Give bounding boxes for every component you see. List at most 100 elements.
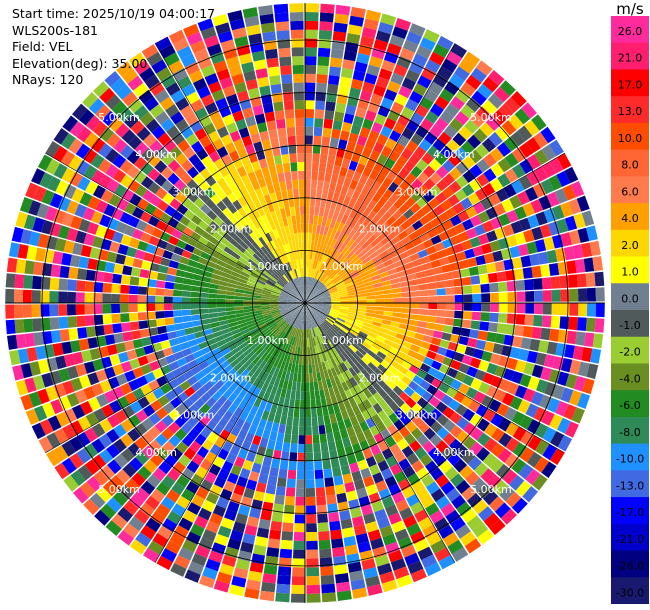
velocity-gate [151,125,166,140]
velocity-gate [218,343,229,352]
velocity-gate [557,435,573,452]
velocity-gate [315,100,326,110]
velocity-gate [272,395,280,406]
velocity-gate [433,242,445,252]
velocity-gate [497,448,512,463]
velocity-gate [388,550,403,563]
velocity-gate [256,279,266,286]
velocity-gate [78,109,95,126]
velocity-gate [229,18,245,31]
velocity-gate [162,192,175,205]
velocity-gate [6,257,18,273]
velocity-gate [472,303,482,312]
velocity-gate [296,277,301,287]
velocity-gate [271,310,280,314]
velocity-gate [251,329,261,337]
velocity-gate [399,191,411,203]
velocity-gate [251,416,261,427]
velocity-gate [276,432,285,443]
velocity-gate [106,444,120,459]
velocity-gate [150,488,166,503]
velocity-gate [466,257,478,268]
velocity-gate [321,322,329,331]
velocity-gate [255,68,268,79]
velocity-gate [170,89,185,104]
velocity-gate [314,251,319,261]
velocity-gate [306,532,318,542]
velocity-gate [169,532,185,547]
velocity-gate [417,249,429,259]
velocity-gate [134,437,148,451]
velocity-gate [242,107,254,119]
velocity-gate [194,127,208,141]
velocity-gate [483,153,497,168]
velocity-gate [106,179,120,193]
velocity-gate [181,409,193,422]
velocity-gate [127,75,144,91]
velocity-gate [347,312,357,317]
velocity-gate [172,67,188,82]
velocity-gate [509,194,522,209]
velocity-gate [181,347,193,357]
velocity-gate [66,227,79,242]
velocity-gate [243,70,257,82]
velocity-gate [61,457,77,474]
velocity-gate [348,132,359,144]
velocity-gate [292,309,300,317]
velocity-gate [456,344,467,354]
velocity-gate [305,329,307,339]
velocity-gate [471,90,487,106]
velocity-gate [412,220,423,231]
velocity-gate [233,567,249,579]
velocity-gate [160,383,172,395]
velocity-gate [325,255,332,265]
velocity-gate [472,293,482,303]
velocity-gate [354,451,365,463]
velocity-gate [208,293,218,299]
velocity-gate [186,460,200,474]
velocity-gate [332,120,343,131]
velocity-gate [411,427,423,440]
velocity-gate [350,255,360,264]
velocity-gate [216,339,227,347]
velocity-gate [376,133,389,146]
velocity-gate [175,97,190,111]
velocity-gate [91,383,104,397]
velocity-gate [575,258,586,273]
velocity-gate [112,491,128,507]
velocity-gate [149,334,161,345]
velocity-gate [488,322,498,333]
velocity-gate [236,146,248,158]
velocity-gate [269,366,277,376]
velocity-gate [199,298,209,303]
velocity-gate [299,276,303,286]
velocity-gate [305,161,312,171]
velocity-gate [396,574,413,588]
velocity-gate [111,283,121,294]
velocity-gate [83,361,96,374]
velocity-gate [306,558,319,568]
colorbar-segment [611,229,649,258]
velocity-gate [193,48,209,62]
velocity-gate [341,371,350,382]
velocity-gate [317,325,323,335]
velocity-gate [113,332,124,344]
ring-label: 3.00km [173,185,215,198]
velocity-gate [298,355,303,365]
velocity-gate [173,283,183,291]
velocity-gate [320,274,328,283]
velocity-gate [277,350,284,360]
ring-label: 2.00km [210,371,252,384]
velocity-gate [201,365,213,376]
velocity-gate [200,203,211,215]
velocity-gate [105,520,122,536]
velocity-gate [288,305,297,310]
velocity-gate [331,249,339,259]
velocity-gate [208,110,222,123]
velocity-gate [124,113,139,129]
velocity-gate [317,56,330,67]
velocity-gate [277,217,285,228]
velocity-gate [171,482,185,496]
velocity-gate [356,314,366,319]
velocity-gate [445,303,455,311]
